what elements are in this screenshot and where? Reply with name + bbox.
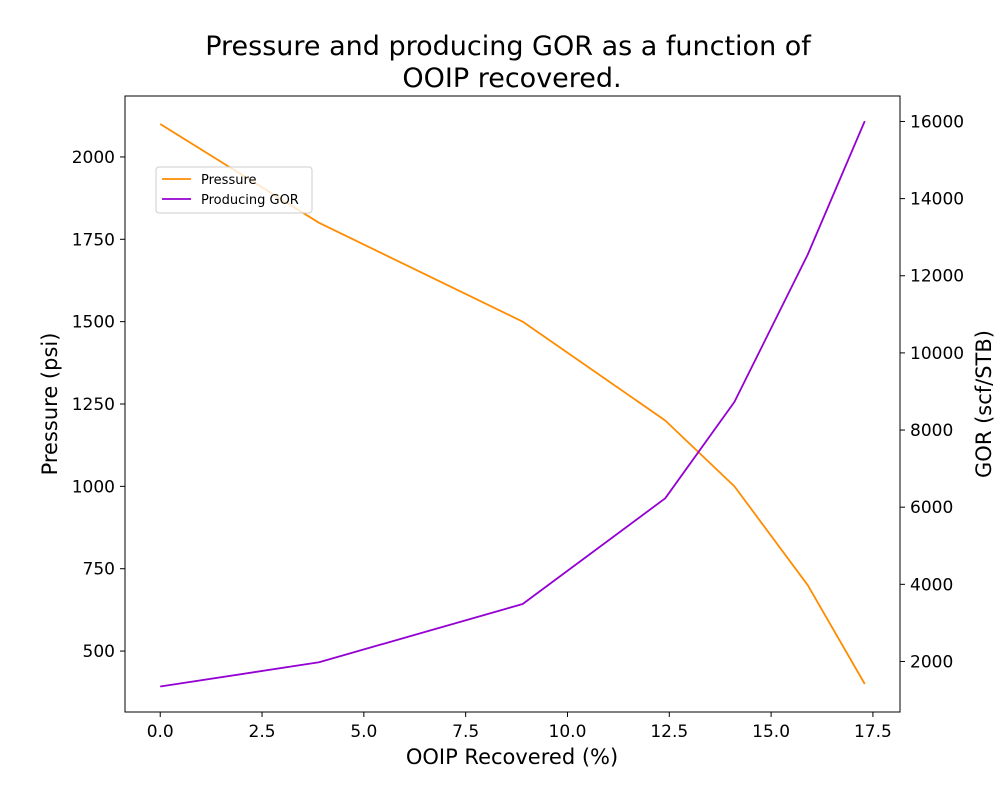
legend-box: [155, 166, 313, 214]
x-tick-label: 12.5: [650, 722, 688, 742]
x-tick-label: 15.0: [752, 722, 790, 742]
left-y-tick-label: 1750: [72, 230, 115, 250]
right-y-tick-label: 8000: [910, 421, 953, 441]
legend-label-producing-gor: Producing GOR: [201, 193, 299, 208]
right-y-axis: 2000 4000 6000 8000 10000 12000 14000 16000: [900, 112, 964, 672]
left-y-tick-label: 750: [83, 560, 115, 580]
right-y-axis-label: GOR (scf/STB): [972, 330, 996, 478]
plot-lines: [159, 120, 866, 688]
left-y-tick-label: 1500: [72, 313, 115, 333]
legend: Pressure Producing GOR: [155, 166, 313, 214]
x-axis: 0.0 2.5 5.0 7.5 10.0 12.5 15.0 17.5: [147, 712, 892, 742]
x-tick-label: 17.5: [854, 722, 892, 742]
x-tick-label: 7.5: [452, 722, 479, 742]
left-y-tick-label: 1250: [72, 395, 115, 415]
left-y-axis-label: Pressure (psi): [38, 333, 62, 476]
right-y-tick-label: 6000: [910, 498, 953, 518]
x-tick-label: 0.0: [147, 722, 174, 742]
right-y-tick-label: 4000: [910, 575, 953, 595]
x-tick-label: 10.0: [549, 722, 587, 742]
right-y-tick-label: 2000: [910, 652, 953, 672]
x-axis-label: OOIP Recovered (%): [406, 745, 618, 769]
right-y-tick-label: 16000: [910, 112, 964, 132]
chart-title-line-1: Pressure and producing GOR as a function…: [205, 31, 812, 62]
left-y-tick-label: 2000: [72, 148, 115, 168]
left-y-tick-label: 500: [83, 642, 115, 662]
series-line-producing-gor: [160, 120, 866, 688]
left-y-tick-label: 1000: [72, 477, 115, 497]
series-line-pressure: [159, 123, 866, 685]
legend-label-pressure: Pressure: [201, 173, 257, 188]
x-tick-label: 5.0: [350, 722, 377, 742]
chart-title-line-2: OOIP recovered.: [402, 63, 621, 94]
right-y-tick-label: 10000: [910, 344, 964, 364]
right-y-tick-label: 14000: [910, 190, 964, 210]
x-tick-label: 2.5: [249, 722, 276, 742]
left-y-axis: 500 750 1000 1250 1500 1750 2000: [72, 148, 125, 662]
right-y-tick-label: 12000: [910, 267, 964, 287]
